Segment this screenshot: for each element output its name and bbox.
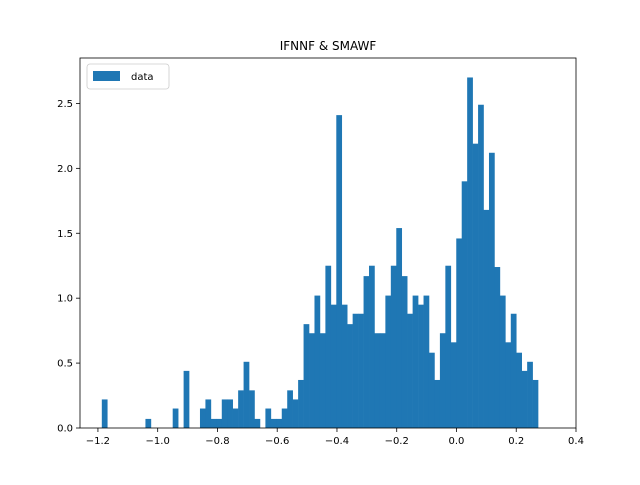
histogram-bar xyxy=(243,361,250,428)
y-tick-label: 0.5 xyxy=(57,359,73,370)
histogram-bar xyxy=(439,333,446,428)
histogram-bar xyxy=(521,370,528,428)
histogram-bar xyxy=(358,313,364,428)
histogram-bar xyxy=(205,399,212,428)
histogram-bar xyxy=(298,379,304,428)
histogram-bar xyxy=(516,352,522,428)
histogram-bar xyxy=(352,313,359,428)
histogram-bar xyxy=(510,313,517,428)
histogram-bar xyxy=(456,238,463,428)
histogram-bar xyxy=(347,324,353,428)
histogram-bar xyxy=(374,333,381,428)
y-tick-label: 1.0 xyxy=(57,294,73,305)
histogram-bar xyxy=(478,104,484,429)
chart-title: IFNNF & SMAWF xyxy=(280,39,377,53)
histogram-bar xyxy=(287,390,293,428)
x-tick-label: −1.2 xyxy=(86,436,110,447)
histogram-bar xyxy=(314,295,321,428)
histogram-bar xyxy=(363,276,370,428)
histogram-bar xyxy=(172,408,179,428)
histogram-bar xyxy=(505,342,512,428)
histogram-bar xyxy=(265,408,272,428)
legend: data xyxy=(86,63,170,90)
x-tick-label: −0.6 xyxy=(265,436,289,447)
histogram-bar xyxy=(385,295,392,428)
histogram-bar xyxy=(238,390,244,428)
histogram-bar xyxy=(499,295,506,428)
x-tick-label: 0.2 xyxy=(508,436,524,447)
histogram-bar xyxy=(472,143,479,428)
histogram-bar xyxy=(450,342,457,428)
histogram-bar xyxy=(254,418,261,428)
histogram-bar xyxy=(199,408,206,428)
axes-frame xyxy=(79,57,577,429)
histogram-bar xyxy=(336,115,343,429)
histogram-bar xyxy=(270,418,277,428)
histogram-bar xyxy=(445,265,452,428)
histogram-bar xyxy=(434,379,441,428)
histogram-bar xyxy=(494,267,501,428)
histogram-bar xyxy=(483,209,490,428)
x-tick-label: −0.2 xyxy=(385,436,409,447)
histogram-bar xyxy=(325,265,332,428)
histogram-bar xyxy=(319,333,326,428)
histogram-bar xyxy=(461,181,468,428)
histogram-bar xyxy=(467,77,473,428)
histogram-bar xyxy=(145,418,152,428)
histogram-bar xyxy=(309,333,315,428)
histogram-bar xyxy=(221,399,228,428)
histogram-bar xyxy=(232,408,239,428)
histogram-bar xyxy=(412,295,419,428)
histogram-bar xyxy=(276,418,283,428)
histogram-bar xyxy=(532,379,539,428)
histogram-bar xyxy=(216,418,223,428)
x-tick-label: 0.0 xyxy=(449,436,465,447)
y-axis-ticks: 0.0 0.5 1.0 1.5 2.0 2.5 xyxy=(57,99,80,435)
histogram-bar xyxy=(379,333,386,428)
histogram-bar xyxy=(407,313,413,428)
histogram-bar xyxy=(423,295,430,428)
histogram-bar xyxy=(390,265,397,428)
legend-swatch xyxy=(93,71,120,81)
legend-label: data xyxy=(131,72,154,83)
x-axis-ticks: −1.2 −1.0 −0.8 −0.6 −0.4 −0.2 0.0 0.2 0.4 xyxy=(86,428,584,447)
histogram-bars xyxy=(101,77,539,429)
y-tick-label: 0.0 xyxy=(57,424,73,435)
legend-box xyxy=(86,63,170,90)
histogram-bar xyxy=(303,324,310,428)
x-tick-label: −0.4 xyxy=(325,436,349,447)
histogram-bar xyxy=(292,399,299,428)
x-tick-label: −0.8 xyxy=(205,436,229,447)
histogram-bar xyxy=(396,228,403,428)
histogram-bar xyxy=(281,408,288,428)
histogram-bar xyxy=(488,152,495,428)
y-tick-label: 1.5 xyxy=(57,229,73,240)
x-tick-label: 0.4 xyxy=(568,436,584,447)
histogram-bar xyxy=(401,276,408,428)
histogram-bar xyxy=(249,390,255,428)
x-tick-label: −1.0 xyxy=(146,436,170,447)
histogram-bar xyxy=(369,265,375,428)
histogram-bar xyxy=(183,370,190,428)
histogram-bar xyxy=(341,304,348,428)
histogram-bar xyxy=(527,361,533,428)
histogram-bar xyxy=(330,304,337,428)
histogram-bar xyxy=(418,304,424,428)
histogram-bar xyxy=(210,418,217,428)
histogram-bar xyxy=(227,399,233,428)
histogram-bar xyxy=(101,399,108,428)
histogram-bar xyxy=(428,352,435,428)
y-tick-label: 2.0 xyxy=(57,164,73,175)
y-tick-label: 2.5 xyxy=(57,99,73,110)
